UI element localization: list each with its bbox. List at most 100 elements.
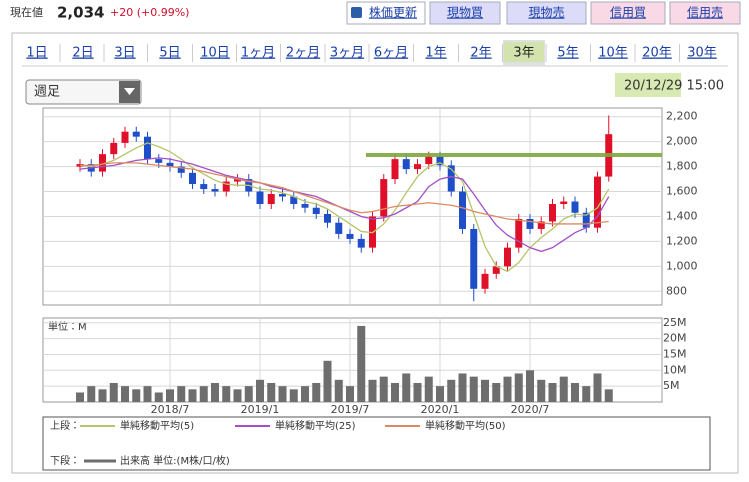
volume-bar	[503, 376, 512, 402]
volume-bar	[278, 386, 287, 402]
button-label[interactable]: 株価更新	[369, 5, 417, 20]
dropdown-value[interactable]: 週足	[34, 85, 60, 100]
moving-average-line	[80, 162, 609, 225]
volume-bar	[436, 386, 444, 402]
candle-body	[470, 228, 478, 289]
volume-tick-label: 15M	[663, 347, 687, 360]
volume-bar	[582, 386, 591, 402]
tab[interactable]: 6ヶ月	[374, 46, 408, 61]
volume-bar	[211, 382, 219, 402]
tab[interactable]: 2ヶ月	[286, 46, 320, 61]
candle-body	[324, 213, 331, 223]
tab[interactable]: 2年	[470, 46, 491, 61]
candle-body	[99, 154, 106, 172]
candle-body	[256, 191, 264, 205]
candle-body	[391, 159, 399, 180]
y-tick-label: 1,400	[666, 209, 698, 222]
volume-bar	[188, 389, 197, 402]
volume-bar	[424, 376, 433, 402]
candle-body	[290, 196, 298, 205]
x-tick-label: 2019/1	[241, 403, 280, 416]
button-bg[interactable]	[346, 1, 426, 25]
legend-lower-label: 下段：	[50, 454, 80, 467]
button[interactable]: 株価更新	[346, 1, 426, 25]
tab: 3年	[513, 46, 534, 61]
x-tick-label: 2020/7	[511, 403, 550, 416]
volume-bar	[469, 376, 478, 402]
volume-bar	[402, 373, 411, 402]
button[interactable]: 信用買	[590, 1, 666, 25]
button-label[interactable]: 現物買	[447, 6, 483, 20]
y-tick-label: 800	[666, 284, 687, 297]
volume-bar	[121, 386, 129, 402]
legend-label: 出来高 単位:(M株/口/枚)	[120, 454, 230, 467]
moving-average-line	[79, 142, 610, 273]
button-bg[interactable]	[506, 1, 587, 25]
candle-body	[594, 176, 601, 228]
legend-upper-label: 上段：	[50, 419, 80, 432]
candle-body	[402, 159, 410, 170]
tab[interactable]: 3ヶ月	[330, 46, 364, 61]
candle-body	[211, 189, 219, 192]
volume-bar	[323, 360, 332, 402]
tab[interactable]: 3日	[114, 46, 135, 61]
candle-body	[414, 164, 421, 170]
volume-bar	[458, 373, 467, 402]
tab[interactable]: 20年	[642, 46, 672, 61]
y-tick-label: 2,000	[666, 135, 698, 148]
y-tick-label: 1,800	[666, 160, 698, 173]
volume-bar	[301, 386, 309, 402]
candle-body	[155, 159, 163, 163]
candle-body	[132, 131, 140, 137]
volume-bar	[368, 379, 377, 402]
volume-bar	[256, 379, 264, 402]
volume-bar	[109, 382, 118, 402]
y-tick-label: 1,000	[666, 259, 698, 272]
tab[interactable]: 5年	[557, 46, 578, 61]
candle-body	[436, 156, 444, 166]
volume-bar	[481, 379, 489, 402]
tab[interactable]: 1日	[26, 46, 47, 61]
tab[interactable]: 1年	[425, 46, 446, 61]
volume-bar	[604, 389, 613, 402]
refresh-icon[interactable]	[351, 7, 362, 18]
button-bg[interactable]	[590, 1, 666, 25]
volume-bar	[492, 382, 501, 402]
volume-bar	[222, 386, 231, 402]
volume-bar	[76, 392, 84, 402]
legend-box	[42, 416, 711, 471]
volume-bar	[244, 386, 253, 402]
price: 2,034	[57, 4, 104, 22]
button-label[interactable]: 現物売	[528, 5, 564, 20]
tab[interactable]: 1ヶ月	[241, 46, 275, 61]
button-label[interactable]: 信用売	[687, 5, 723, 20]
button[interactable]: 現物買	[429, 1, 501, 25]
tab[interactable]: 2日	[72, 46, 93, 61]
tab[interactable]: 30年	[687, 46, 717, 61]
button[interactable]: 現物売	[506, 1, 587, 25]
y-tick-label: 1,200	[666, 234, 698, 247]
button[interactable]: 信用売	[669, 1, 741, 25]
volume-bar	[289, 389, 298, 402]
volume-bar	[571, 382, 579, 402]
volume-bar	[379, 376, 388, 402]
volume-bar	[514, 373, 523, 402]
period-dropdown[interactable]: 週足	[25, 79, 142, 105]
button-label[interactable]: 信用買	[610, 6, 646, 20]
candle-body	[447, 165, 455, 192]
volume-bar	[593, 373, 602, 402]
volume-bar	[391, 382, 399, 402]
dropdown-box[interactable]	[25, 79, 142, 105]
volume-bar	[143, 386, 152, 402]
button-bg[interactable]	[669, 1, 741, 25]
volume-bar	[346, 386, 354, 402]
button-bg[interactable]	[429, 1, 501, 25]
tab[interactable]: 10年	[598, 46, 628, 61]
volume-bar	[559, 376, 568, 402]
candle-body	[144, 136, 151, 160]
candle-body	[492, 266, 500, 274]
candle-body	[346, 233, 354, 239]
tab[interactable]: 5日	[159, 46, 180, 61]
tab[interactable]: 10日	[200, 46, 230, 61]
